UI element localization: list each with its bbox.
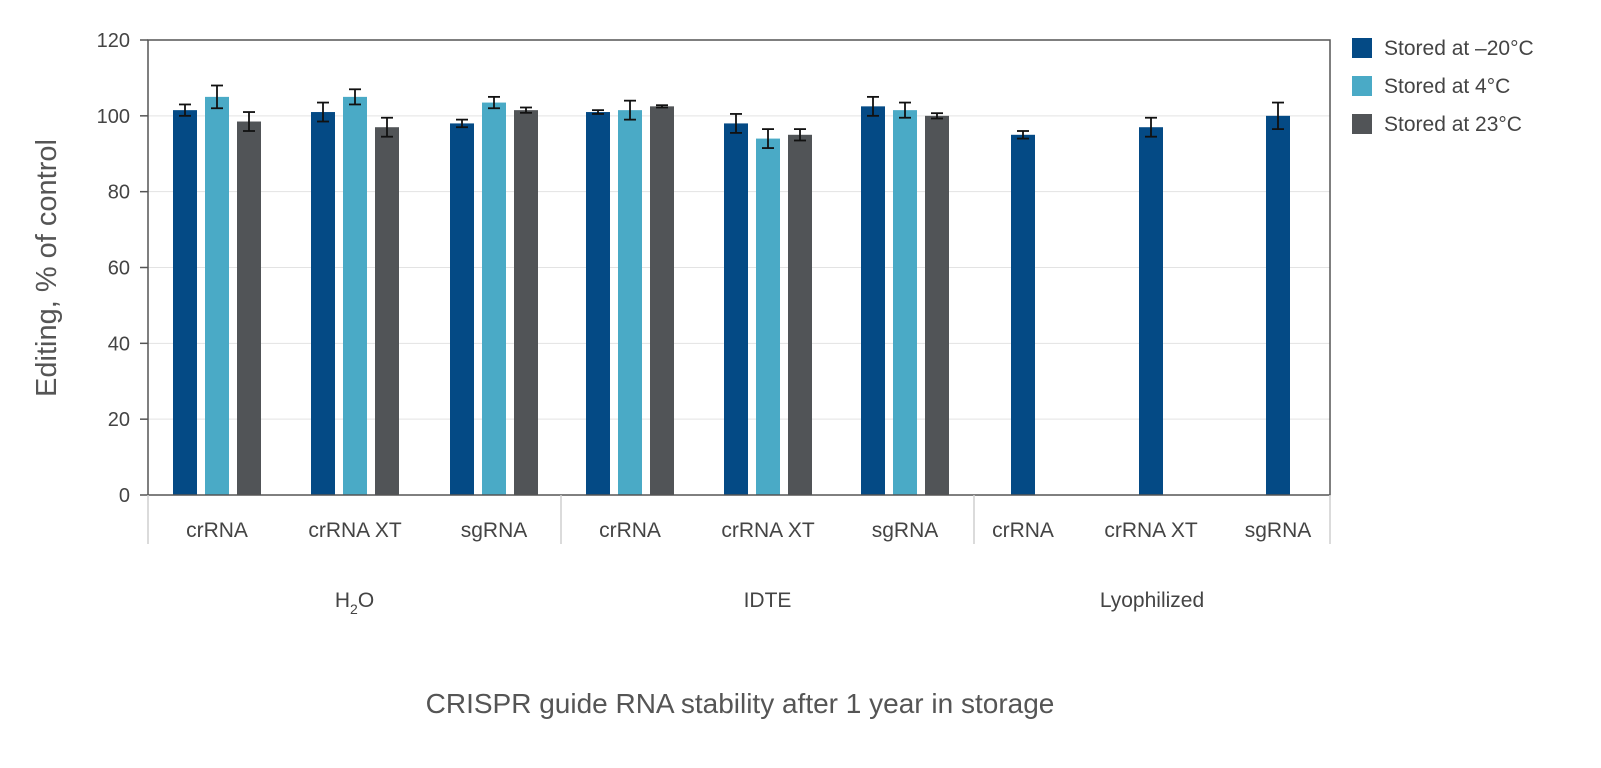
legend-label: Stored at –20°C xyxy=(1384,37,1534,60)
y-axis-ticks: 0 20 40 60 80 100 120 xyxy=(97,30,148,507)
y-tick-label: 100 xyxy=(97,106,130,128)
bar xyxy=(724,123,748,496)
category-label: crRNA XT xyxy=(1104,519,1198,542)
y-tick-label: 0 xyxy=(119,485,130,507)
y-tick-label: 60 xyxy=(108,258,130,280)
bar xyxy=(450,123,474,496)
bar xyxy=(514,110,538,495)
x-axis-title: CRISPR guide RNA stability after 1 year … xyxy=(426,688,1055,719)
bar xyxy=(205,96,229,495)
category-label: crRNA xyxy=(992,519,1054,542)
bar xyxy=(343,96,367,495)
bar xyxy=(482,102,506,495)
legend-swatch xyxy=(1352,114,1372,134)
legend-label: Stored at 4°C xyxy=(1384,75,1510,98)
category-label: sgRNA xyxy=(461,519,528,542)
bar xyxy=(756,138,780,496)
legend-swatch xyxy=(1352,38,1372,58)
y-tick-label: 80 xyxy=(108,182,130,204)
bars xyxy=(173,84,1290,496)
bar xyxy=(861,106,885,496)
bar xyxy=(237,121,261,495)
bar xyxy=(1011,134,1035,495)
bar xyxy=(788,134,812,495)
bar xyxy=(586,112,610,496)
legend-swatch xyxy=(1352,76,1372,96)
bar xyxy=(1266,115,1290,495)
bar xyxy=(618,110,642,495)
y-tick-label: 20 xyxy=(108,409,130,431)
group-label-text: Lyophilized xyxy=(1100,589,1204,612)
bar xyxy=(650,106,674,496)
category-label: crRNA xyxy=(599,519,661,542)
category-label: crRNA XT xyxy=(721,519,815,542)
bar xyxy=(375,127,399,495)
group-label-tail: O xyxy=(358,589,374,612)
category-label: crRNA xyxy=(186,519,248,542)
category-label: sgRNA xyxy=(1245,519,1312,542)
bar xyxy=(1139,127,1163,495)
group-label: H2O xyxy=(335,589,374,617)
group-label-text: IDTE xyxy=(744,589,792,612)
group-label: IDTE xyxy=(744,589,792,612)
group-label-text: H xyxy=(335,589,350,612)
legend-label: Stored at 23°C xyxy=(1384,113,1522,136)
bar xyxy=(925,115,949,495)
y-tick-label: 120 xyxy=(97,30,130,52)
legend: Stored at –20°C Stored at 4°C Stored at 23… xyxy=(1352,37,1534,136)
y-axis-title: Editing, % of control xyxy=(31,139,63,397)
group-label: Lyophilized xyxy=(1100,589,1204,612)
bar xyxy=(173,110,197,495)
y-tick-label: 40 xyxy=(108,333,130,355)
category-label: crRNA XT xyxy=(308,519,402,542)
category-label: sgRNA xyxy=(872,519,939,542)
bar xyxy=(311,112,335,496)
bar xyxy=(893,110,917,495)
group-label-subscript: 2 xyxy=(350,601,358,617)
